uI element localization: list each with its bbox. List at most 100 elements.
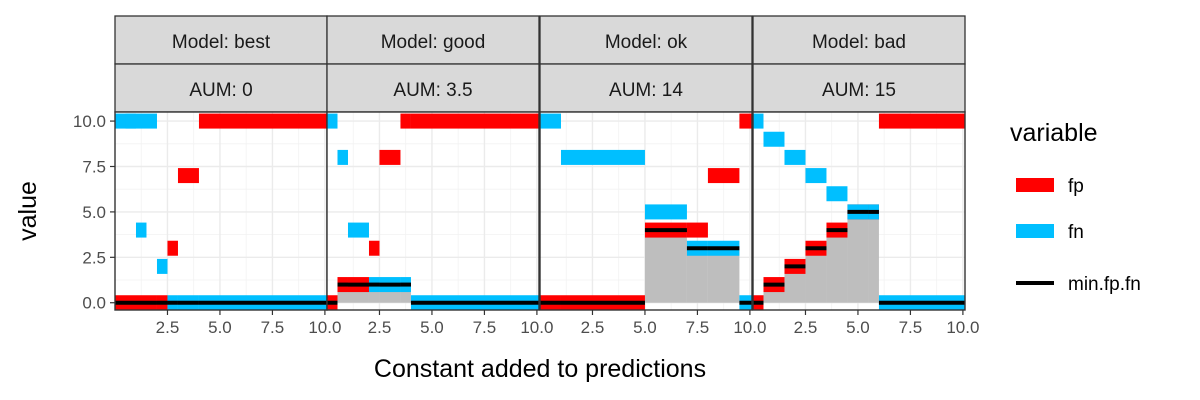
min-area bbox=[644, 230, 740, 303]
fp-tile bbox=[410, 113, 539, 129]
y-tick-label: 5.0 bbox=[82, 203, 106, 222]
strip-model-box bbox=[752, 15, 966, 65]
fn-tile bbox=[327, 113, 338, 129]
fn-tile bbox=[753, 113, 764, 129]
area-segment bbox=[805, 248, 827, 303]
x-tick-label: 7.5 bbox=[686, 318, 710, 337]
strip-aum-label: AUM: 14 bbox=[609, 80, 683, 101]
fn-tile bbox=[337, 149, 348, 165]
x-tick-label: 2.5 bbox=[581, 318, 605, 337]
area-segment bbox=[686, 248, 708, 303]
y-axis-title: value bbox=[14, 181, 42, 241]
fp-tile bbox=[739, 113, 752, 129]
fn-tile bbox=[763, 131, 785, 147]
fn-tile bbox=[156, 258, 168, 274]
fn-tile bbox=[347, 222, 369, 238]
strip-model-label: Model: ok bbox=[605, 32, 688, 53]
strip-model: Model: bad bbox=[752, 15, 966, 65]
y-tick-label: 0.0 bbox=[82, 294, 106, 313]
y-tick-label: 10.0 bbox=[73, 112, 106, 131]
strip-aum-box bbox=[326, 63, 540, 113]
min-series bbox=[540, 228, 752, 305]
fn-tile bbox=[125, 113, 136, 129]
x-tick-label: 7.5 bbox=[261, 318, 285, 337]
strip-aum-box bbox=[539, 63, 753, 113]
fp-tile bbox=[177, 168, 199, 184]
area-segment bbox=[707, 248, 740, 303]
strip-model: Model: good bbox=[326, 15, 540, 65]
x-tick-label: 10.0 bbox=[733, 318, 766, 337]
y-tick-label: 2.5 bbox=[82, 248, 106, 267]
panels-layer: Model: best AUM: 0 2.5 5.0 7.5 10.0 Model: goo… bbox=[114, 15, 979, 337]
fp-tile bbox=[707, 168, 740, 184]
panel-border bbox=[326, 111, 540, 311]
fn-series bbox=[753, 113, 965, 311]
panel-border bbox=[539, 111, 753, 311]
strip-aum-label: AUM: 3.5 bbox=[393, 80, 472, 101]
strip-model-box bbox=[326, 15, 540, 65]
legend-label: fn bbox=[1068, 222, 1084, 243]
area-segment bbox=[868, 211, 879, 303]
strip-model: Model: best bbox=[114, 15, 328, 65]
fn-tile bbox=[805, 168, 827, 184]
area-segment bbox=[400, 284, 411, 303]
x-tick-label: 2.5 bbox=[156, 318, 180, 337]
x-tick-label: 5.0 bbox=[633, 318, 657, 337]
legend-label: min.fp.fn bbox=[1068, 274, 1141, 295]
plot-background bbox=[115, 112, 327, 310]
x-tick-label: 10.0 bbox=[946, 318, 979, 337]
x-tick-label: 5.0 bbox=[420, 318, 444, 337]
facet-panel: Model: bad AUM: 15 2.5 5.0 7.5 10.0 bbox=[752, 15, 979, 337]
fn-tile bbox=[826, 186, 848, 202]
facet-panel: Model: good AUM: 3.5 2.5 5.0 7.5 10.0 bbox=[326, 15, 553, 337]
x-tick-label: 2.5 bbox=[368, 318, 392, 337]
legend-key bbox=[1016, 178, 1054, 192]
x-axis: 2.5 5.0 7.5 10.0 bbox=[368, 310, 553, 337]
legend: variable fp fn min.fp.fn bbox=[1010, 119, 1141, 295]
x-tick-label: 10.0 bbox=[308, 318, 341, 337]
fp-tile bbox=[400, 113, 411, 129]
fp-tile bbox=[368, 240, 380, 256]
fp-tile bbox=[198, 113, 327, 129]
fp-tile bbox=[878, 113, 965, 129]
strip-aum-box bbox=[752, 63, 966, 113]
fn-tile bbox=[560, 149, 645, 165]
min-area bbox=[763, 211, 879, 303]
min-series bbox=[327, 282, 539, 305]
fp-tile bbox=[167, 240, 178, 256]
area-segment bbox=[368, 284, 380, 303]
strip-aum-label: AUM: 0 bbox=[189, 80, 252, 101]
legend-key bbox=[1016, 224, 1054, 238]
strip-model-label: Model: best bbox=[172, 32, 271, 53]
fp-tile bbox=[379, 149, 401, 165]
legend-entry: fn bbox=[1016, 222, 1084, 243]
area-segment bbox=[784, 266, 806, 303]
x-axis: 2.5 5.0 7.5 10.0 bbox=[156, 310, 341, 337]
x-tick-label: 5.0 bbox=[846, 318, 870, 337]
x-tick-label: 5.0 bbox=[208, 318, 232, 337]
x-tick-label: 10.0 bbox=[520, 318, 553, 337]
area-segment bbox=[847, 211, 869, 303]
legend-entry: fp bbox=[1016, 176, 1084, 197]
x-tick-label: 7.5 bbox=[899, 318, 923, 337]
fn-tile bbox=[135, 222, 147, 238]
strip-model-box bbox=[114, 15, 328, 65]
legend-title: variable bbox=[1010, 119, 1098, 147]
plot-background bbox=[327, 112, 539, 310]
area-segment bbox=[644, 230, 687, 303]
fn-tile bbox=[644, 204, 687, 220]
x-axis: 2.5 5.0 7.5 10.0 bbox=[794, 310, 979, 337]
fp-tile bbox=[686, 222, 708, 238]
fn-tile bbox=[540, 113, 561, 129]
y-axis: 0.0 2.5 5.0 7.5 10.0 bbox=[73, 112, 115, 313]
strip-aum-box bbox=[114, 63, 328, 113]
legend-entry: min.fp.fn bbox=[1016, 274, 1141, 295]
strip-model-box bbox=[539, 15, 753, 65]
strip-aum: AUM: 14 bbox=[539, 63, 753, 113]
x-tick-label: 2.5 bbox=[794, 318, 818, 337]
area-segment bbox=[337, 284, 348, 303]
strip-aum: AUM: 3.5 bbox=[326, 63, 540, 113]
strip-aum-label: AUM: 15 bbox=[822, 80, 896, 101]
facet-panel: Model: ok AUM: 14 2.5 5.0 7.5 10.0 bbox=[539, 15, 766, 337]
